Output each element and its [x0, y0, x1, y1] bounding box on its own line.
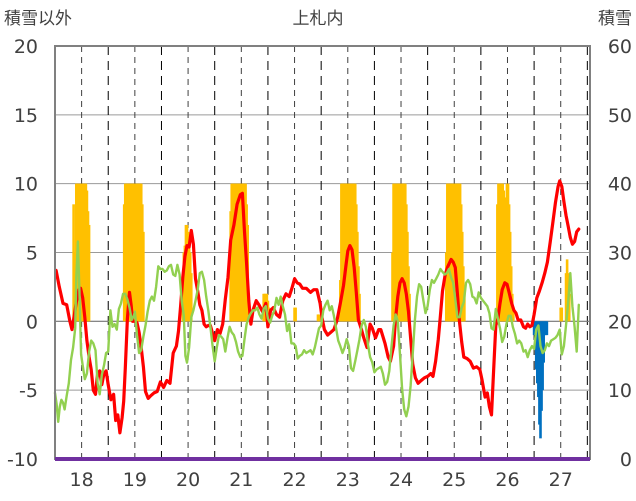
x-tick-label-24: 24	[389, 469, 413, 491]
right-tick-label-2: 20	[608, 311, 632, 333]
snow-bar-orange-122	[463, 293, 466, 322]
snow-bar-orange-0	[72, 204, 75, 322]
right-tick-label-1: 10	[608, 380, 632, 402]
left-tick-label-5: 15	[14, 105, 38, 127]
right-tick-label-6: 60	[608, 36, 632, 58]
green-series-line	[53, 240, 580, 423]
x-tick-label-25: 25	[442, 469, 466, 491]
x-tick-label-21: 21	[229, 469, 253, 491]
left-tick-label-3: 5	[26, 243, 38, 265]
x-tick-label-19: 19	[123, 469, 147, 491]
x-tick-label-20: 20	[176, 469, 200, 491]
right-tick-label-4: 40	[608, 174, 632, 196]
snow-bar-blue-12	[545, 321, 549, 336]
left-tick-label-1: -5	[19, 380, 38, 402]
right-tick-label-0: 0	[620, 449, 632, 471]
snow-bar-orange-41	[189, 273, 193, 322]
snow-bar-orange-138	[512, 307, 515, 322]
right-axis-label: 積雪	[598, 9, 632, 29]
x-tick-label-27: 27	[549, 469, 573, 491]
plot-frame-layer	[54, 45, 591, 461]
snow-bar-blue-9	[542, 321, 545, 363]
left-tick-label-4: 10	[14, 174, 38, 196]
x-tick-label-18: 18	[70, 469, 94, 491]
right-tick-label-3: 30	[608, 243, 632, 265]
chart-title: 上札内	[293, 9, 344, 29]
snow-bar-orange-142	[560, 307, 564, 322]
snow-bar-orange-68	[317, 314, 321, 322]
series-lines-layer	[53, 179, 581, 435]
tick-labels-layer: -10 -5 0 5 10 15 20 0 10 20 30 40 50 60 18 19 20 21 22 23 24…	[7, 36, 632, 491]
left-tick-label-6: 20	[14, 36, 38, 58]
snow-bar-orange-13	[87, 224, 91, 322]
left-axis-label: 積雪以外	[4, 9, 72, 29]
snow-bar-orange-32	[142, 231, 145, 322]
left-tick-label-0: -10	[7, 449, 38, 471]
right-tick-label-5: 50	[608, 105, 632, 127]
x-tick-label-23: 23	[336, 469, 360, 491]
x-tick-label-26: 26	[495, 469, 519, 491]
snow-bar-orange-87	[358, 293, 361, 322]
snow-bar-orange-146	[567, 293, 571, 322]
left-tick-label-2: 0	[26, 311, 38, 333]
snow-bar-orange-66	[294, 307, 297, 322]
x-tick-label-22: 22	[282, 469, 306, 491]
